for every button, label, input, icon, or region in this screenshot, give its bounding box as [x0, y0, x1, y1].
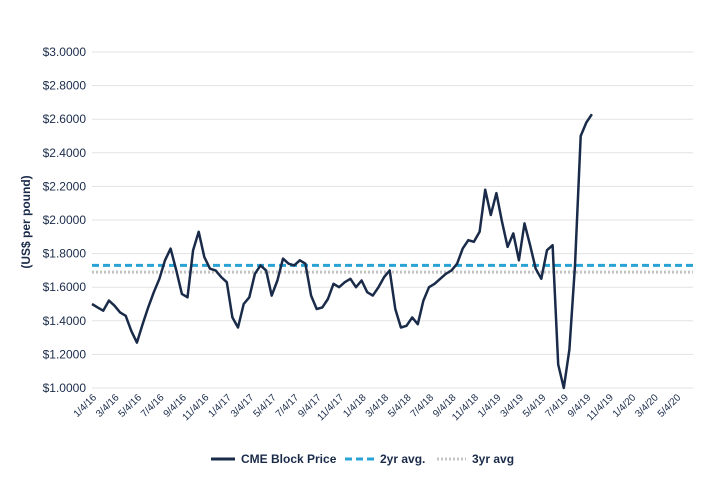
y-tick-label: $2.0000: [43, 213, 87, 227]
y-tick-label: $2.6000: [43, 112, 87, 126]
x-tick-label: 3/4/19: [499, 392, 527, 420]
legend: CME Block Price 2yr avg. 3yr avg: [211, 452, 514, 466]
x-tick-label: 1/4/20: [611, 392, 639, 420]
y-tick-label: $1.6000: [43, 280, 87, 294]
y-axis-label: (US$ per pound): [19, 175, 33, 268]
x-tick-label: 3/4/16: [94, 392, 122, 420]
y-tick-label: $2.2000: [43, 179, 87, 193]
price-line: [91, 113, 593, 390]
x-tick-label: 5/4/18: [386, 392, 414, 420]
y-tick-label: $3.0000: [43, 45, 87, 59]
x-tick-label: 5/4/19: [521, 392, 549, 420]
x-tick-label: 7/4/17: [274, 392, 302, 420]
y-axis-ticks: $3.0000 $2.8000 $2.6000 $2.4000 $2.2000 $2.00…: [43, 45, 87, 395]
y-tick-label: $2.4000: [43, 146, 87, 160]
x-tick-label: 5/4/17: [251, 392, 279, 420]
legend-price-label: CME Block Price: [241, 452, 337, 466]
x-tick-label: 1/4/18: [341, 392, 369, 420]
x-tick-label: 1/4/19: [476, 392, 504, 420]
x-tick-label: 5/4/20: [656, 392, 684, 420]
x-axis-ticks: 1/4/163/4/165/4/167/4/169/4/1611/4/161/4…: [72, 392, 684, 423]
x-tick-label: 1/4/16: [72, 392, 100, 420]
y-tick-label: $2.8000: [43, 79, 87, 93]
x-tick-label: 7/4/18: [409, 392, 437, 420]
x-tick-label: 3/4/17: [229, 392, 257, 420]
legend-avg2-label: 2yr avg.: [380, 452, 425, 466]
x-tick-label: 7/4/16: [139, 392, 167, 420]
y-tick-label: $1.0000: [43, 381, 87, 395]
x-tick-label: 1/4/17: [206, 392, 234, 420]
y-tick-label: $1.2000: [43, 347, 87, 361]
x-tick-label: 5/4/16: [117, 392, 145, 420]
gridlines: [92, 51, 693, 389]
x-tick-label: 7/4/19: [543, 392, 571, 420]
legend-avg3-label: 3yr avg: [472, 452, 514, 466]
y-tick-label: $1.4000: [43, 314, 87, 328]
x-tick-label: 3/4/20: [633, 392, 661, 420]
x-tick-label: 3/4/18: [364, 392, 392, 420]
y-tick-label: $1.8000: [43, 247, 87, 261]
